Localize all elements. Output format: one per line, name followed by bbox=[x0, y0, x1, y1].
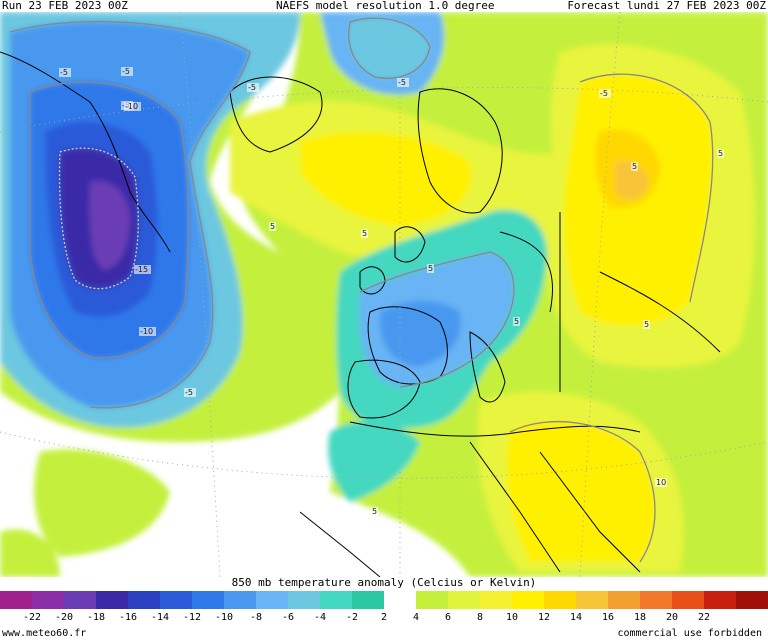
scale-swatch bbox=[256, 591, 288, 609]
scale-swatch bbox=[640, 591, 672, 609]
contour-label: -5 bbox=[60, 68, 68, 77]
scale-swatch bbox=[672, 591, 704, 609]
contour-label: -5 bbox=[248, 83, 256, 92]
scale-swatch bbox=[32, 591, 64, 609]
contour-label: -5 bbox=[600, 89, 608, 98]
scale-swatch bbox=[96, 591, 128, 609]
scale-tick: 22 bbox=[697, 612, 711, 623]
contour-label: 5 bbox=[362, 229, 367, 238]
contour-label: 5 bbox=[270, 222, 275, 231]
model-label: NAEFS model resolution 1.0 degree bbox=[276, 0, 495, 12]
scale-swatch bbox=[128, 591, 160, 609]
scale-swatch bbox=[0, 591, 32, 609]
scale-tick: -14 bbox=[150, 612, 170, 623]
scale-tick: -18 bbox=[86, 612, 106, 623]
contour-label: 10 bbox=[656, 478, 666, 487]
contour-label: 5 bbox=[632, 162, 637, 171]
contour-label: 5 bbox=[514, 317, 519, 326]
color-scale-ticks: -22 -20 -18 -16 -14 -12 -10 -8 -6 -4 -2 2 4 6 8 10 12 14 1… bbox=[0, 612, 768, 624]
scale-tick: 14 bbox=[569, 612, 583, 623]
scale-tick: -22 bbox=[22, 612, 42, 623]
scale-swatch bbox=[448, 591, 480, 609]
scale-swatch bbox=[416, 591, 448, 609]
contour-label: 5 bbox=[372, 507, 377, 516]
scale-tick: -16 bbox=[118, 612, 138, 623]
anomaly-field bbox=[0, 12, 768, 577]
graticule bbox=[0, 12, 768, 577]
map-caption: 850 mb temperature anomaly (Celcius or K… bbox=[231, 576, 537, 589]
contour-label: 5 bbox=[644, 320, 649, 329]
contour-label: -5 bbox=[398, 78, 406, 87]
color-scale bbox=[0, 591, 768, 609]
scale-swatch bbox=[160, 591, 192, 609]
scale-tick: 4 bbox=[412, 612, 420, 623]
coastlines bbox=[0, 51, 721, 577]
contour-label: -5 bbox=[122, 67, 130, 76]
scale-swatch bbox=[608, 591, 640, 609]
usage-notice: commercial use forbidden bbox=[617, 628, 763, 639]
scale-swatch bbox=[192, 591, 224, 609]
scale-swatch bbox=[288, 591, 320, 609]
contour-label: -5 bbox=[185, 388, 193, 397]
contour-label: 5 bbox=[718, 149, 723, 158]
contour-label: -10 bbox=[140, 327, 153, 336]
scale-tick: 12 bbox=[537, 612, 551, 623]
scale-swatch bbox=[704, 591, 736, 609]
scale-swatch bbox=[544, 591, 576, 609]
scale-tick: 20 bbox=[665, 612, 679, 623]
forecast-label: Forecast lundi 27 FEB 2023 00Z bbox=[567, 0, 766, 12]
scale-swatch bbox=[384, 591, 416, 609]
scale-tick: 6 bbox=[444, 612, 452, 623]
scale-swatch bbox=[736, 591, 768, 609]
scale-tick: -4 bbox=[313, 612, 327, 623]
scale-tick: -20 bbox=[54, 612, 74, 623]
scale-tick: 16 bbox=[601, 612, 615, 623]
scale-tick: -2 bbox=[345, 612, 359, 623]
contours bbox=[9, 17, 714, 563]
scale-swatch bbox=[352, 591, 384, 609]
contour-label: -15 bbox=[135, 265, 148, 274]
scale-tick: 2 bbox=[380, 612, 388, 623]
scale-tick: -8 bbox=[249, 612, 263, 623]
site-credit: www.meteo60.fr bbox=[2, 628, 87, 639]
scale-tick: 8 bbox=[476, 612, 484, 623]
scale-swatch bbox=[320, 591, 352, 609]
scale-tick: -6 bbox=[281, 612, 295, 623]
scale-swatch bbox=[480, 591, 512, 609]
scale-tick: -10 bbox=[214, 612, 234, 623]
scale-swatch bbox=[576, 591, 608, 609]
contour-label: -10 bbox=[125, 102, 138, 111]
scale-tick: 18 bbox=[633, 612, 647, 623]
scale-swatch bbox=[64, 591, 96, 609]
scale-tick: 10 bbox=[505, 612, 519, 623]
contour-label: 5 bbox=[428, 264, 433, 273]
run-label: Run 23 FEB 2023 00Z bbox=[2, 0, 128, 12]
scale-tick: -12 bbox=[182, 612, 202, 623]
scale-swatch bbox=[224, 591, 256, 609]
scale-swatch bbox=[512, 591, 544, 609]
